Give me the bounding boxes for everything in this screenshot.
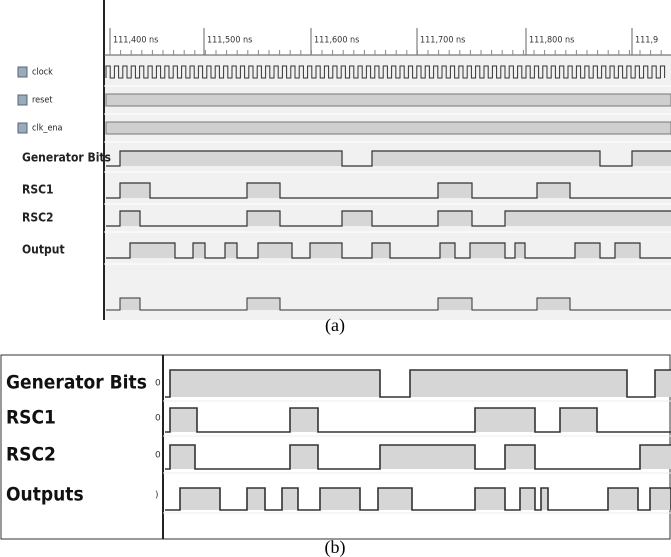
wave-fill bbox=[247, 211, 280, 226]
wave-fill bbox=[342, 211, 372, 226]
wave-fill bbox=[537, 298, 570, 310]
wave-fill bbox=[410, 370, 627, 397]
caption-a: (a) bbox=[325, 315, 345, 336]
signal-value: ) bbox=[155, 491, 159, 501]
wave-fill bbox=[310, 243, 342, 258]
wave-fill bbox=[475, 408, 535, 432]
signal-name: Generator Bits bbox=[6, 372, 147, 394]
wave-fill bbox=[247, 488, 265, 510]
wave-fill bbox=[320, 488, 360, 510]
wave-fill bbox=[193, 243, 205, 258]
signal-name: RSC1 bbox=[6, 407, 56, 429]
wave-fill bbox=[120, 211, 140, 226]
time-tick-label: 111,9 bbox=[635, 36, 658, 46]
wave-fill bbox=[615, 243, 640, 258]
signal-icon bbox=[17, 94, 28, 106]
waveform bbox=[165, 487, 671, 511]
wave-fill bbox=[650, 488, 671, 510]
signal-name: Generator Bits bbox=[22, 151, 111, 165]
wave-fill bbox=[372, 243, 390, 258]
wave-fill bbox=[470, 243, 505, 258]
time-tick-label: 111,600 ns bbox=[314, 36, 359, 46]
waveform bbox=[106, 150, 671, 167]
wave-fill bbox=[170, 370, 380, 397]
wave-fill bbox=[180, 488, 220, 510]
wave-fill bbox=[438, 183, 472, 198]
wave-fill bbox=[640, 445, 671, 469]
wave-fill bbox=[537, 183, 570, 198]
wave-fill bbox=[372, 151, 600, 166]
waveform bbox=[106, 297, 671, 311]
wave-fill bbox=[247, 298, 280, 310]
wave-fill bbox=[120, 151, 342, 166]
wave-fill bbox=[608, 488, 638, 510]
wave-fill bbox=[247, 183, 280, 198]
wave-fill bbox=[520, 488, 535, 510]
wave-fill bbox=[505, 211, 671, 226]
signal-name: RSC2 bbox=[22, 211, 54, 225]
wave-fill bbox=[120, 298, 140, 310]
wave-fill bbox=[655, 370, 671, 397]
wave-fill bbox=[380, 445, 475, 469]
wave-fill bbox=[505, 445, 535, 469]
clk-ena-wave bbox=[105, 121, 671, 135]
signal-name: Output bbox=[22, 243, 65, 257]
signal-name: clock bbox=[32, 68, 53, 78]
wave-fill bbox=[560, 408, 597, 432]
waveform bbox=[106, 242, 671, 259]
wave-fill bbox=[170, 445, 195, 469]
wave-fill bbox=[541, 488, 548, 510]
wave-fill bbox=[632, 151, 671, 166]
wave-fill bbox=[475, 488, 505, 510]
wave-fill bbox=[225, 243, 237, 258]
signal-value: 0 bbox=[155, 414, 161, 424]
signal-name: RSC1 bbox=[22, 183, 54, 197]
wave-fill bbox=[438, 211, 472, 226]
wave-fill bbox=[575, 243, 600, 258]
wave-fill bbox=[258, 243, 292, 258]
signal-name: reset bbox=[32, 96, 53, 106]
wave-fill bbox=[130, 243, 175, 258]
caption-b: (b) bbox=[325, 537, 346, 557]
time-tick-label: 111,700 ns bbox=[420, 36, 465, 46]
time-tick-label: 111,500 ns bbox=[207, 36, 252, 46]
waveform bbox=[165, 369, 671, 398]
wave-fill bbox=[290, 445, 318, 469]
waveform bbox=[165, 407, 671, 433]
time-tick-label: 111,400 ns bbox=[113, 36, 158, 46]
signal-value: 0 bbox=[155, 451, 161, 461]
time-tick-label: 111,800 ns bbox=[529, 36, 574, 46]
reset-wave bbox=[105, 93, 671, 107]
signal-name: Outputs bbox=[6, 484, 84, 506]
wave-fill bbox=[120, 183, 150, 198]
signal-name: clk_ena bbox=[32, 124, 63, 134]
wave-fill bbox=[170, 408, 197, 432]
signal-value: 0 bbox=[155, 379, 161, 389]
signal-icon bbox=[17, 122, 28, 134]
clock-wave bbox=[105, 65, 666, 79]
waveform bbox=[165, 444, 671, 470]
signal-name: RSC2 bbox=[6, 444, 56, 466]
wave-fill bbox=[282, 488, 298, 510]
wave-fill bbox=[515, 243, 525, 258]
wave-fill bbox=[438, 298, 472, 310]
wave-fill bbox=[378, 488, 412, 510]
wave-fill bbox=[440, 243, 455, 258]
waveform bbox=[106, 182, 671, 199]
wave-fill bbox=[290, 408, 318, 432]
waveform bbox=[106, 210, 671, 227]
signal-icon bbox=[17, 66, 28, 78]
